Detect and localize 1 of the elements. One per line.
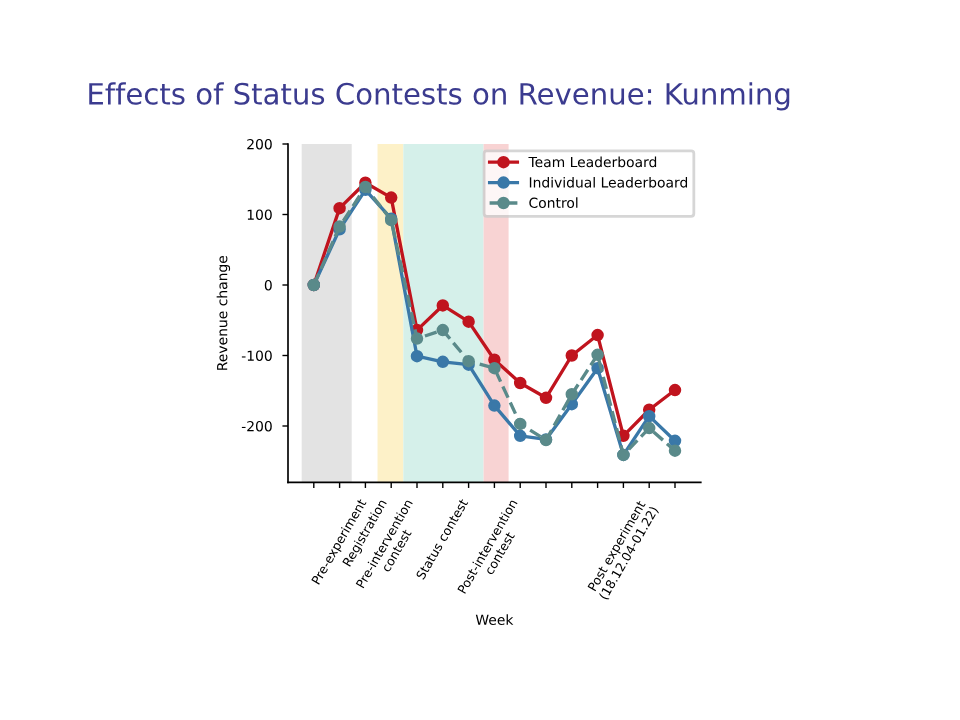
chart-title: Effects of Status Contests on Revenue: Kunming xyxy=(89,82,790,111)
